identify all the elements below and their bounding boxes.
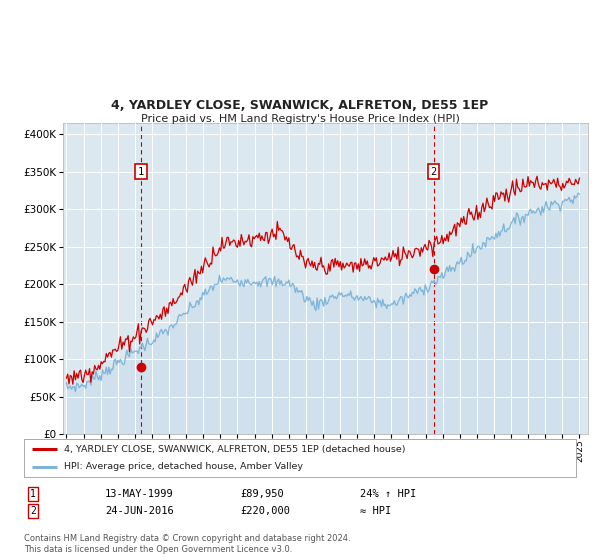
Text: Price paid vs. HM Land Registry's House Price Index (HPI): Price paid vs. HM Land Registry's House … — [140, 114, 460, 124]
Text: Contains HM Land Registry data © Crown copyright and database right 2024.
This d: Contains HM Land Registry data © Crown c… — [24, 534, 350, 554]
Text: 24% ↑ HPI: 24% ↑ HPI — [360, 489, 416, 499]
Text: 4, YARDLEY CLOSE, SWANWICK, ALFRETON, DE55 1EP (detached house): 4, YARDLEY CLOSE, SWANWICK, ALFRETON, DE… — [64, 445, 405, 454]
Text: 2: 2 — [431, 167, 437, 177]
Text: 1: 1 — [138, 167, 144, 177]
Text: HPI: Average price, detached house, Amber Valley: HPI: Average price, detached house, Ambe… — [64, 463, 303, 472]
Text: 1: 1 — [30, 489, 36, 499]
Text: £220,000: £220,000 — [240, 506, 290, 516]
Text: £89,950: £89,950 — [240, 489, 284, 499]
Text: 4, YARDLEY CLOSE, SWANWICK, ALFRETON, DE55 1EP: 4, YARDLEY CLOSE, SWANWICK, ALFRETON, DE… — [112, 99, 488, 112]
Text: 24-JUN-2016: 24-JUN-2016 — [105, 506, 174, 516]
Text: ≈ HPI: ≈ HPI — [360, 506, 391, 516]
Text: 13-MAY-1999: 13-MAY-1999 — [105, 489, 174, 499]
Text: 2: 2 — [30, 506, 36, 516]
